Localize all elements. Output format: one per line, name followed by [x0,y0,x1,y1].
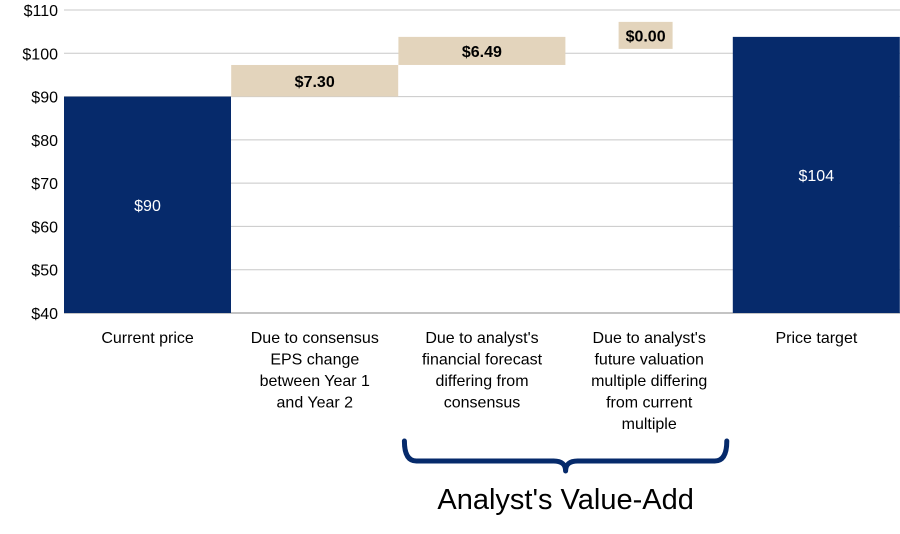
category-label: Due to consensus EPS change between Year 1… [251,330,379,412]
y-tick-label: $90 [31,90,58,107]
delta-bar [398,36,566,65]
category-label: Current price [101,330,194,347]
bar-value-label: $90 [134,198,161,215]
annotation-label: Analyst's Value-Add [437,484,693,516]
y-tick-label: $100 [22,46,58,63]
bar-value-label: $0.00 [626,28,666,45]
annotation-layer: Analyst's Value-Add [401,438,730,516]
y-tick-label: $110 [24,3,59,20]
category-label: Due to analyst's financial forecast differ… [422,330,543,412]
y-tick-label: $80 [31,133,58,150]
delta-bar [231,64,399,97]
total-bar [64,96,231,313]
bar-value-label: $104 [799,168,835,185]
category-label: Price target [775,330,857,347]
y-tick-label: $60 [31,219,58,236]
category-label: Due to analyst's future valuation multiple… [591,330,707,433]
bar-layer [64,21,900,313]
label-layer: $90 $7.30 $6.49 $0.00 $104 Current price Due t… [101,28,858,433]
y-tick-label: $50 [31,263,58,280]
bar-value-label: $6.49 [462,44,502,61]
bar-value-label: $7.30 [295,74,335,91]
curly-bracket [401,438,730,474]
delta-bar [618,21,673,49]
y-tick-label: $40 [31,306,58,323]
total-bar [732,36,900,313]
y-tick-label: $70 [31,176,58,193]
